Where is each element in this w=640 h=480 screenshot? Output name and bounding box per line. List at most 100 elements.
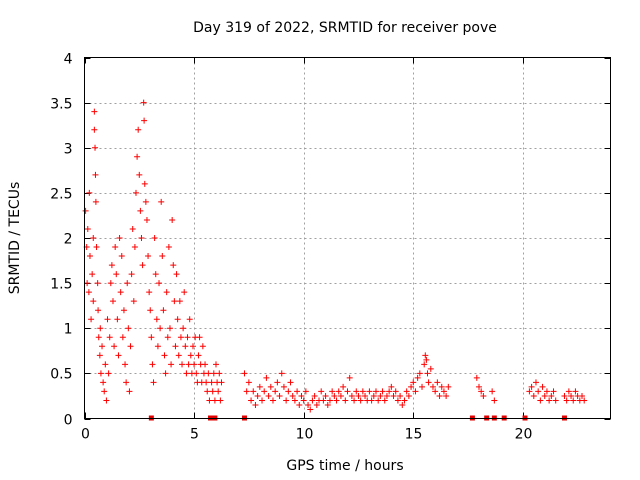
data-point xyxy=(425,379,432,386)
data-point xyxy=(326,397,333,404)
plot-frame xyxy=(84,57,611,419)
data-point xyxy=(169,216,176,223)
data-point xyxy=(163,289,170,296)
data-point xyxy=(142,198,149,205)
data-point xyxy=(170,262,177,269)
data-point xyxy=(210,370,217,377)
data-point xyxy=(141,117,148,124)
data-point xyxy=(160,307,167,314)
data-point xyxy=(151,235,158,241)
data-point xyxy=(419,383,426,390)
data-point xyxy=(84,225,91,232)
data-point xyxy=(150,379,157,386)
data-point xyxy=(489,388,496,395)
data-point xyxy=(85,289,92,296)
data-point xyxy=(386,388,393,395)
x-tick-label: 0 xyxy=(81,427,90,443)
data-point xyxy=(126,388,133,395)
data-point xyxy=(423,356,430,363)
data-point xyxy=(397,392,404,399)
data-point xyxy=(141,180,148,187)
data-point xyxy=(84,280,91,287)
data-point xyxy=(125,325,132,332)
data-point xyxy=(158,198,165,205)
data-point xyxy=(128,271,135,278)
data-point xyxy=(205,370,212,377)
data-point xyxy=(362,392,369,399)
data-point xyxy=(189,343,196,350)
data-point xyxy=(372,388,379,395)
data-point xyxy=(392,388,399,395)
data-point xyxy=(184,334,191,341)
data-point xyxy=(94,280,101,287)
data-point xyxy=(491,397,498,404)
data-points xyxy=(82,99,588,413)
data-point xyxy=(561,392,568,399)
data-point xyxy=(302,388,309,395)
data-point xyxy=(217,397,224,404)
data-point xyxy=(97,370,104,377)
y-tick-labels: 0 0.5 1 1.5 2 2.5 3 3.5 4 xyxy=(50,52,72,429)
data-point xyxy=(157,325,164,332)
data-point xyxy=(429,383,436,390)
data-point xyxy=(337,392,344,399)
data-point xyxy=(203,379,210,386)
data-point xyxy=(546,397,553,404)
data-point xyxy=(357,397,364,404)
data-point xyxy=(123,379,130,386)
data-point xyxy=(307,406,314,413)
data-point xyxy=(92,198,99,205)
data-point xyxy=(311,392,318,399)
data-point xyxy=(381,397,388,404)
y-tick-label: 1.5 xyxy=(50,277,72,293)
data-point xyxy=(174,316,181,323)
data-point xyxy=(104,316,111,323)
grid xyxy=(84,57,611,419)
data-point xyxy=(265,392,272,399)
data-point xyxy=(86,253,93,260)
data-point xyxy=(267,383,274,390)
data-point xyxy=(95,307,102,314)
data-point xyxy=(140,99,147,106)
data-point xyxy=(161,352,168,359)
data-point xyxy=(445,383,452,390)
y-tick-label: 3 xyxy=(64,142,73,158)
data-point xyxy=(563,397,570,404)
x-tick-label: 5 xyxy=(190,427,199,443)
data-point xyxy=(117,289,124,296)
data-point xyxy=(348,392,355,399)
data-point xyxy=(256,383,263,390)
data-point xyxy=(285,388,292,395)
data-point xyxy=(107,280,114,287)
y-tick-label: 2 xyxy=(64,232,73,248)
data-point xyxy=(111,343,118,350)
data-point xyxy=(408,383,415,390)
data-point xyxy=(422,352,429,359)
data-point xyxy=(134,153,141,160)
data-point xyxy=(93,244,100,251)
x-tick-labels: 0 5 10 15 20 xyxy=(81,427,532,443)
data-point xyxy=(89,271,96,278)
data-point xyxy=(92,171,99,178)
data-point xyxy=(245,379,252,386)
data-point xyxy=(90,298,97,305)
data-point xyxy=(390,392,397,399)
data-point xyxy=(552,397,559,404)
data-point xyxy=(269,397,276,404)
data-point xyxy=(88,316,95,323)
data-point xyxy=(129,225,136,232)
data-point xyxy=(274,379,281,386)
data-point xyxy=(351,397,358,404)
data-point xyxy=(218,379,225,386)
data-point xyxy=(405,392,412,399)
data-point xyxy=(581,397,588,404)
data-point xyxy=(333,397,340,404)
data-point xyxy=(162,370,169,377)
data-point xyxy=(119,334,126,341)
data-point xyxy=(399,401,406,408)
data-point xyxy=(181,289,188,296)
data-point xyxy=(179,361,186,368)
data-point xyxy=(208,379,215,386)
data-point xyxy=(130,298,137,305)
data-point xyxy=(243,388,250,395)
